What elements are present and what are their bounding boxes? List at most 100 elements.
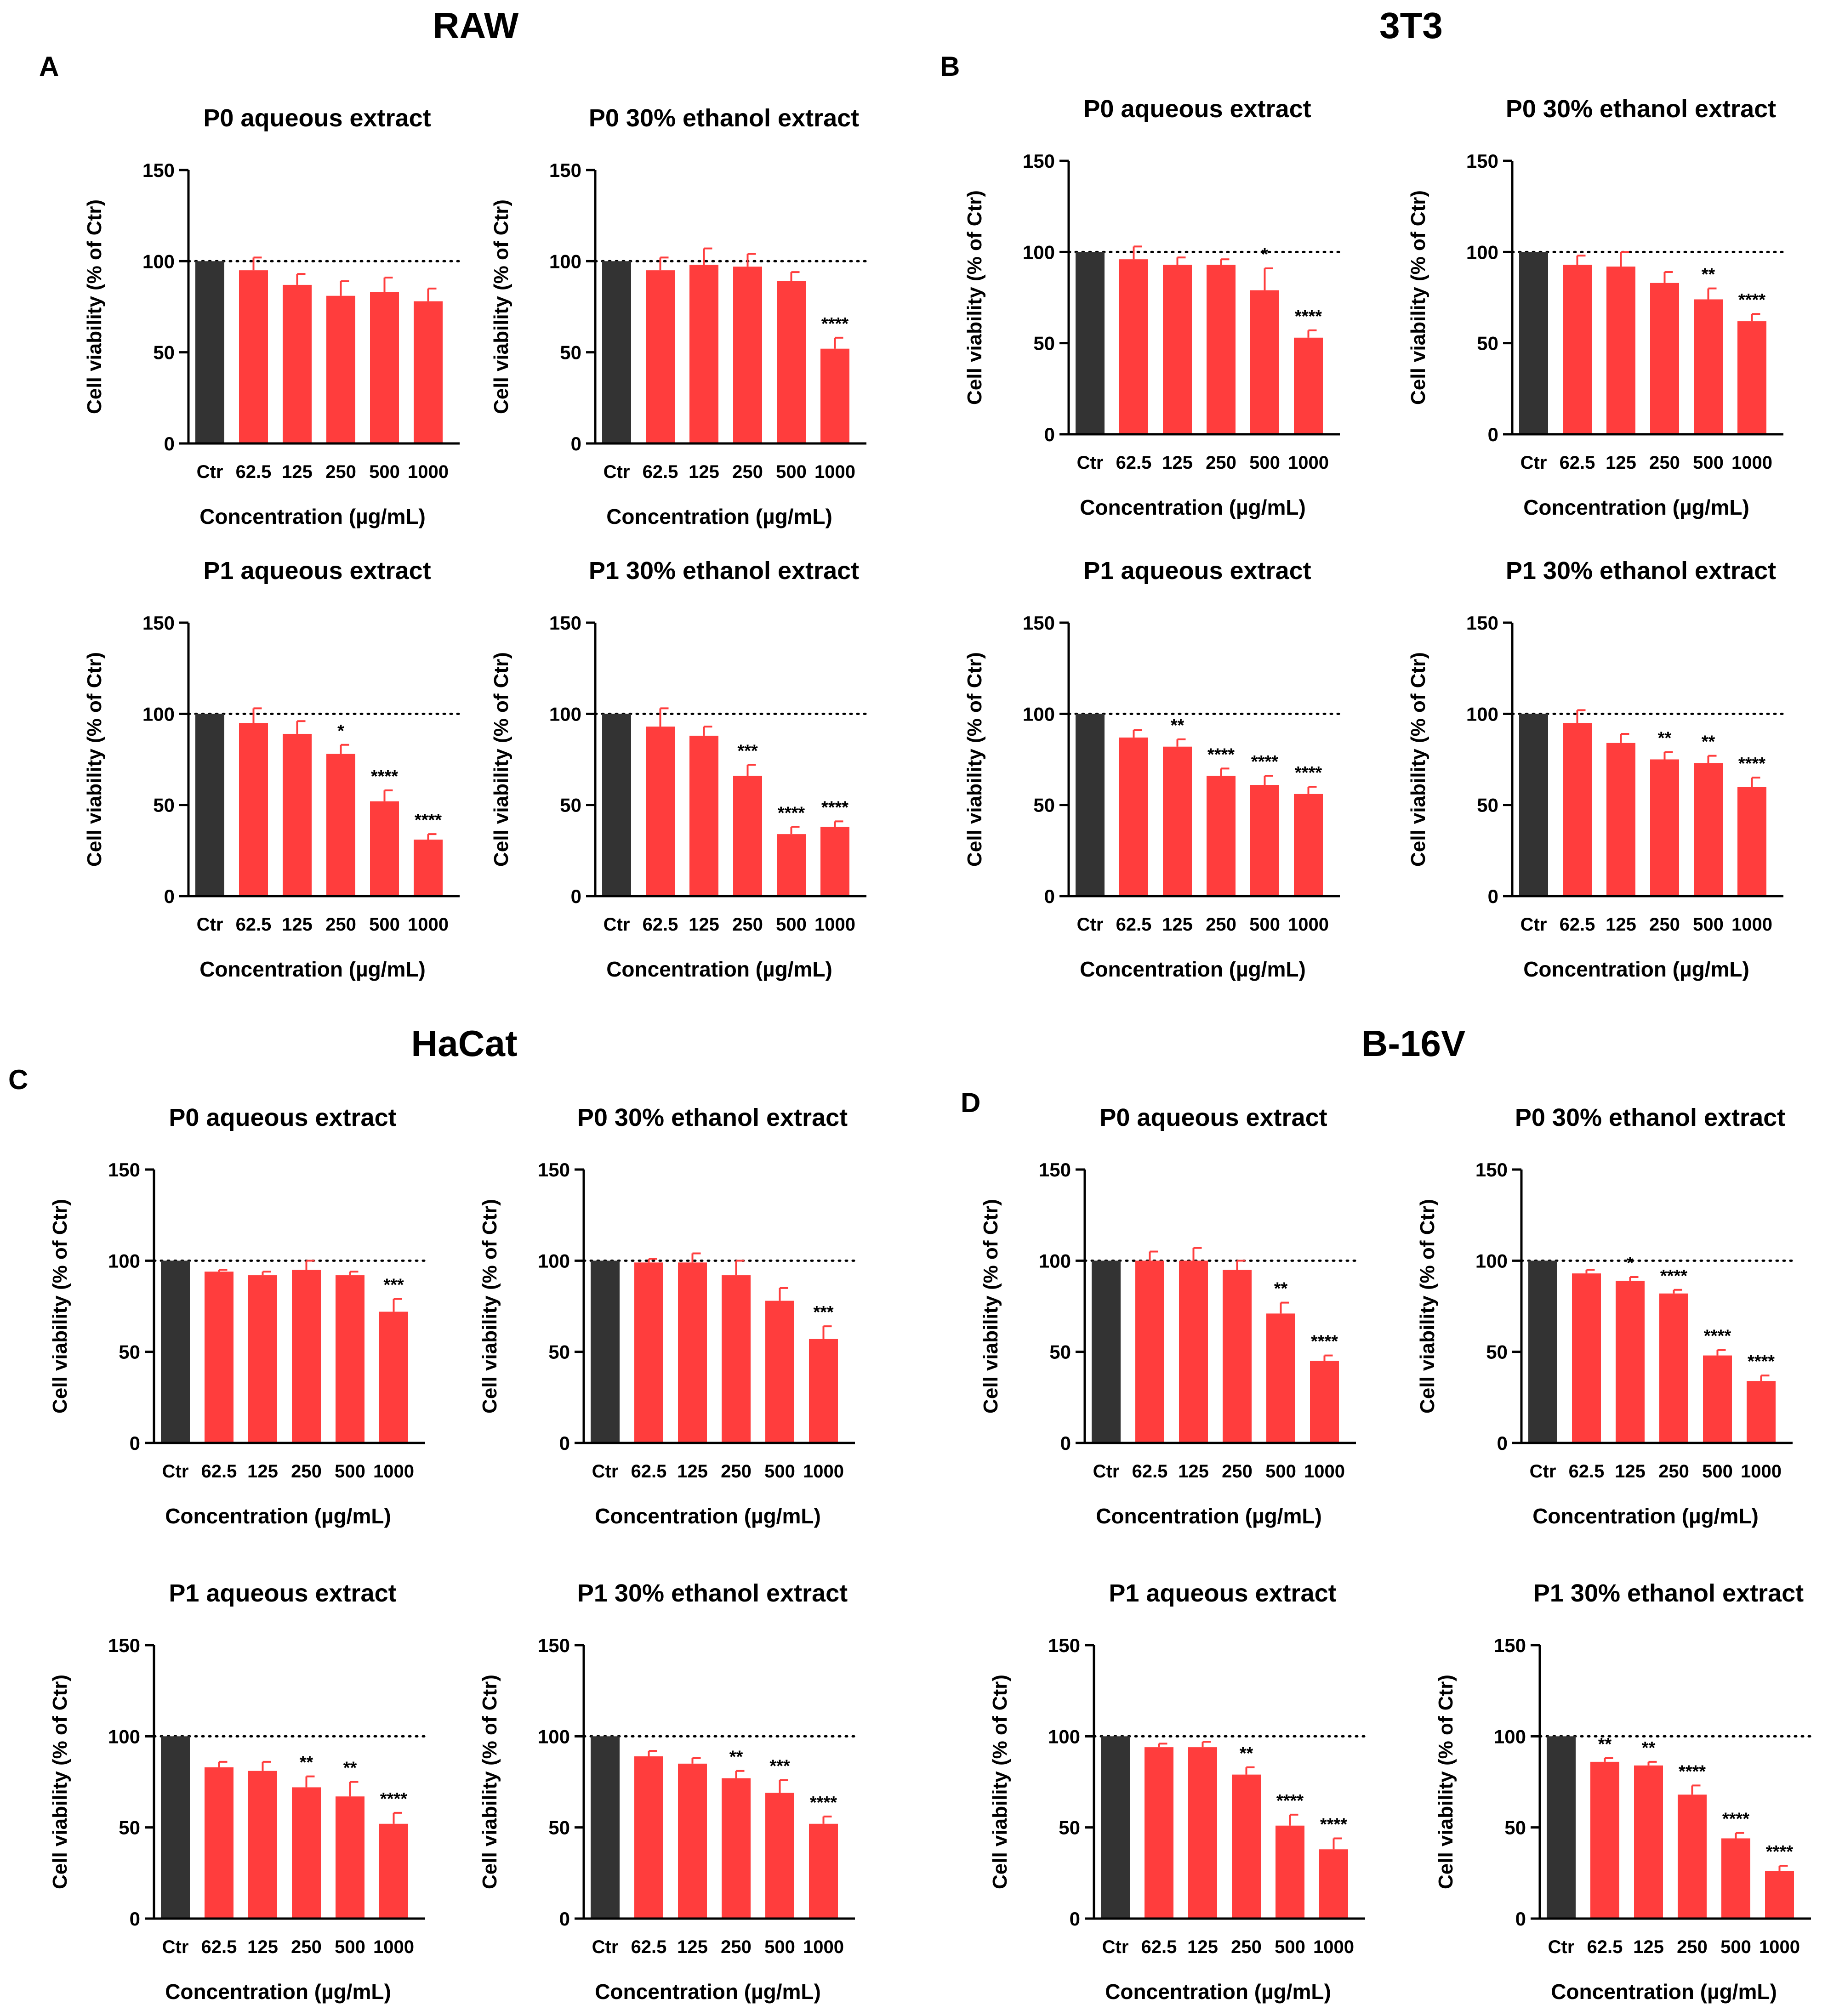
chart5-y-tick-label: 50: [1477, 333, 1498, 354]
chart0-y-tick-label: 150: [142, 159, 175, 181]
chart14-bar: [1232, 1774, 1261, 1919]
chart1-y-tick-label: 0: [571, 433, 581, 454]
chart9-y-tick-label: 150: [538, 1159, 570, 1181]
chart5-y-tick-label: 100: [1466, 241, 1498, 263]
chart9-bar: [591, 1261, 620, 1443]
chart6-x-tick-label: 500: [1249, 914, 1280, 935]
chart4-y-axis-label: Cell viability (% of Ctr): [963, 190, 986, 405]
chart15-x-tick-label: 62.5: [1587, 1937, 1623, 1957]
chart8-title: P0 aqueous extract: [169, 1104, 396, 1131]
chart9-y-tick-label: 50: [548, 1341, 570, 1363]
chart1-bar: [602, 261, 631, 443]
chart8-bar: [248, 1275, 277, 1443]
chart4-bar: [1250, 290, 1279, 434]
chart5-x-tick-label: 1000: [1731, 453, 1772, 473]
chart8-y-axis-label: Cell viability (% of Ctr): [49, 1199, 71, 1414]
chart14-bar: [1145, 1747, 1173, 1919]
chart12-bar: [1135, 1261, 1164, 1443]
chart15-significance-label: **: [1598, 1735, 1612, 1754]
chart3-x-tick-label: 500: [776, 914, 807, 935]
chart0-y-tick-label: 100: [142, 250, 175, 272]
chart12-bar: [1092, 1261, 1121, 1443]
chart2-y-tick-label: 100: [142, 703, 175, 725]
chart1-bar: [777, 281, 806, 443]
chart15-bar: [1721, 1838, 1750, 1919]
chart8-x-axis-label: Concentration (µg/mL): [165, 1504, 391, 1528]
chart4-x-tick-label: 62.5: [1116, 453, 1152, 473]
chart7-y-tick-label: 150: [1466, 612, 1498, 634]
chart6-bar: [1076, 714, 1105, 896]
chart11-bar: [809, 1823, 838, 1919]
chart6-bar: [1294, 794, 1323, 896]
chart1-y-tick-label: 50: [560, 342, 581, 363]
chart1-bar: [689, 265, 718, 443]
chart6-bar: [1250, 785, 1279, 896]
chart13-bar: [1747, 1381, 1776, 1443]
chart6-x-tick-label: 125: [1162, 914, 1193, 935]
chart1-y-tick-label: 150: [549, 159, 581, 181]
chart5-x-tick-label: 125: [1606, 453, 1636, 473]
chart14-x-tick-label: Ctr: [1102, 1937, 1129, 1957]
chart15-x-tick-label: 1000: [1759, 1937, 1800, 1957]
chart11-x-tick-label: Ctr: [592, 1937, 619, 1957]
chart11-y-tick-label: 50: [548, 1817, 570, 1839]
chart5-bar: [1650, 283, 1679, 434]
chart5-y-tick-label: 0: [1488, 424, 1498, 445]
chart8-x-tick-label: 1000: [373, 1461, 414, 1482]
chart6-significance-label: ****: [1295, 763, 1322, 783]
chart7-bar: [1606, 743, 1635, 896]
chart13-x-tick-label: 500: [1702, 1461, 1733, 1482]
chart13-bar: [1528, 1261, 1557, 1443]
chart3-x-tick-label: 62.5: [643, 914, 678, 935]
chart6-y-tick-label: 150: [1023, 612, 1055, 634]
chart0-bar: [370, 292, 399, 443]
chart5-x-tick-label: 250: [1649, 453, 1680, 473]
chart13-y-tick-label: 50: [1486, 1341, 1508, 1363]
chart4-x-tick-label: 500: [1249, 453, 1280, 473]
chart10-x-tick-label: 62.5: [201, 1937, 237, 1957]
chart5-title: P0 30% ethanol extract: [1506, 95, 1776, 123]
chart14-x-tick-label: 62.5: [1141, 1937, 1177, 1957]
chart8-bar: [205, 1272, 233, 1443]
chart2-x-axis-label: Concentration (µg/mL): [199, 957, 426, 981]
chart8-y-tick-label: 150: [108, 1159, 140, 1181]
chart12-x-tick-label: 125: [1178, 1461, 1209, 1482]
chart9-x-axis-label: Concentration (µg/mL): [595, 1504, 821, 1528]
chart2-bar: [283, 733, 312, 896]
chart2-bar: [326, 754, 355, 896]
chart0-bar: [239, 270, 268, 443]
chart7-x-tick-label: 125: [1606, 914, 1636, 935]
chart7-title: P1 30% ethanol extract: [1506, 557, 1776, 585]
chart15-significance-label: ****: [1679, 1762, 1706, 1781]
chart9-title: P0 30% ethanol extract: [577, 1104, 848, 1131]
chart2-bar: [414, 840, 443, 896]
chart5-x-tick-label: 62.5: [1560, 453, 1595, 473]
chart8-x-tick-label: Ctr: [162, 1461, 189, 1482]
chart12-x-tick-label: 250: [1222, 1461, 1253, 1482]
chart15-bar: [1590, 1761, 1619, 1919]
chart13-x-axis-label: Concentration (µg/mL): [1532, 1504, 1759, 1528]
chart1-y-axis-label: Cell viability (% of Ctr): [490, 199, 512, 414]
chart7-bar: [1650, 759, 1679, 896]
chart15-bar: [1634, 1765, 1663, 1919]
chart13-title: P0 30% ethanol extract: [1515, 1104, 1785, 1131]
panel-letter-c: C: [8, 1064, 28, 1095]
chart7-x-tick-label: 62.5: [1560, 914, 1595, 935]
chart14-bar: [1101, 1736, 1130, 1919]
chart10-y-tick-label: 150: [108, 1635, 140, 1656]
chart3-y-tick-label: 50: [560, 795, 581, 816]
chart12-y-axis-label: Cell viability (% of Ctr): [979, 1199, 1002, 1414]
chart3-x-tick-label: 125: [689, 914, 719, 935]
chart0-bar: [195, 261, 224, 443]
chart4-significance-label: ****: [1295, 307, 1322, 326]
chart8-x-tick-label: 500: [335, 1461, 365, 1482]
chart9-y-tick-label: 100: [538, 1250, 570, 1272]
chart9-bar: [765, 1300, 794, 1443]
chart4-bar: [1294, 337, 1323, 434]
chart13-significance-label: ****: [1748, 1352, 1775, 1371]
chart7-significance-label: ****: [1738, 754, 1765, 773]
chart2-y-tick-label: 0: [164, 886, 175, 907]
chart3-significance-label: ***: [737, 741, 758, 761]
chart13-significance-label: *: [1627, 1254, 1634, 1273]
